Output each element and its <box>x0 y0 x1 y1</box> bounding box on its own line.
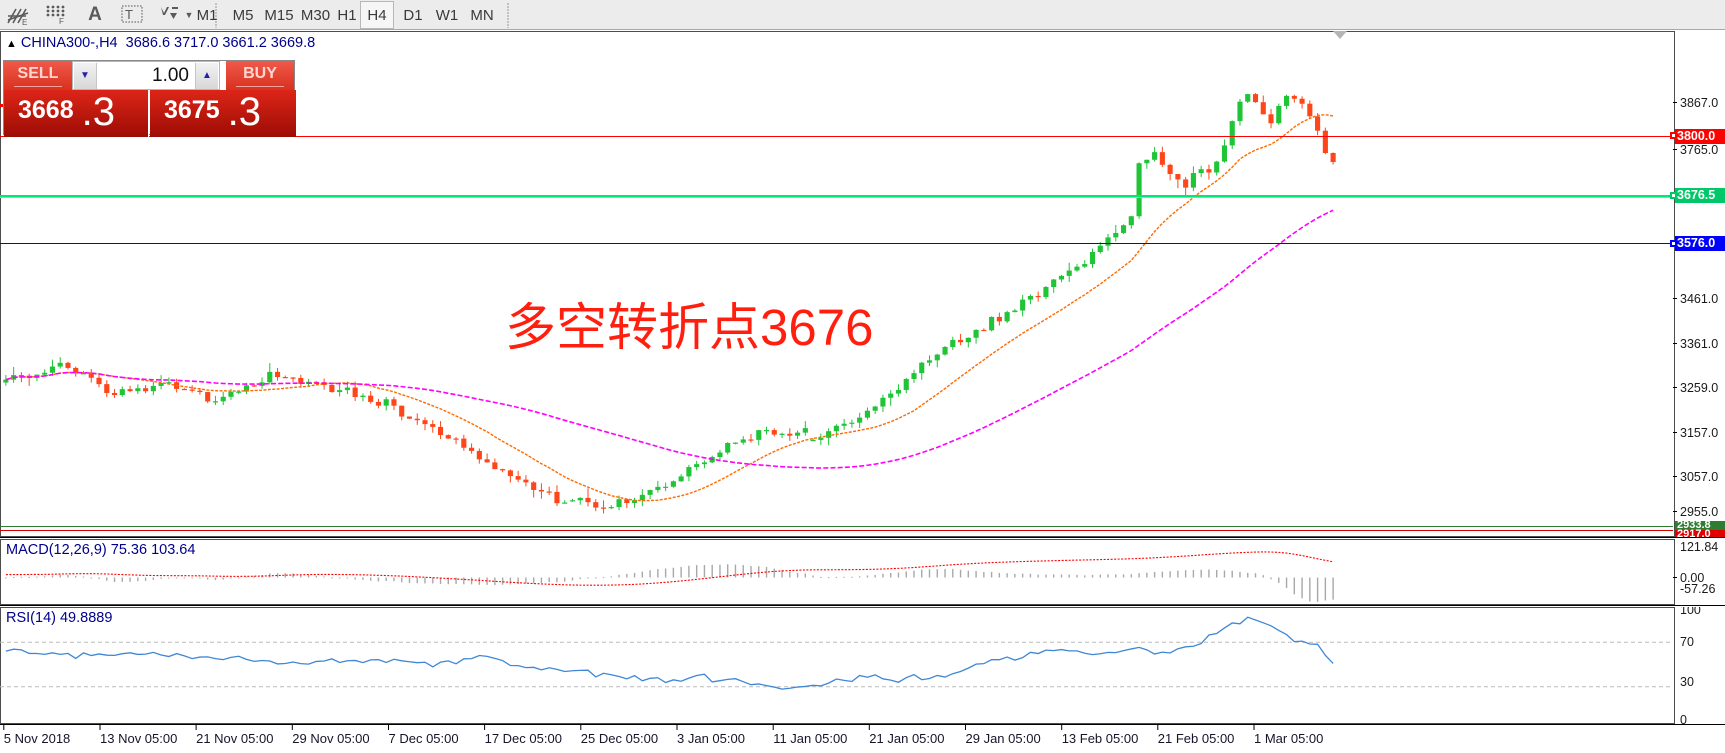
svg-text:T: T <box>125 7 133 22</box>
svg-text:F: F <box>59 17 64 25</box>
svg-text:E: E <box>22 18 27 26</box>
